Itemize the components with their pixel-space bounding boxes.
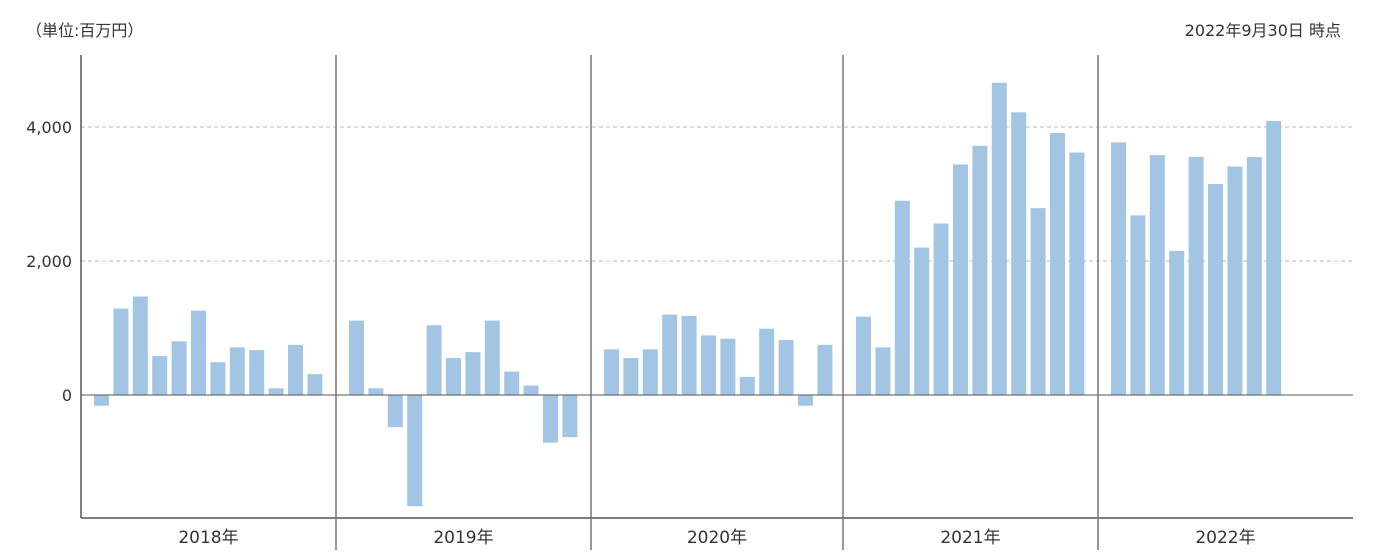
bar-2019年-8	[484, 320, 500, 395]
bar-2019年-4	[407, 395, 423, 507]
bar-2020年-11	[798, 395, 813, 406]
bar-2019年-10	[523, 385, 539, 395]
bar-2019年-6	[446, 358, 461, 395]
bar-2021年-9	[1011, 112, 1027, 396]
bar-2019年-11	[543, 395, 558, 443]
bar-2019年-2	[368, 388, 384, 395]
bar-2021年-3	[894, 200, 910, 395]
x-group-label-4: 2021年	[940, 528, 1000, 548]
x-group-label-1: 2018年	[178, 528, 238, 548]
bar-2022年-5	[1188, 157, 1204, 395]
bar-2022年-6	[1208, 183, 1223, 395]
bar-2020年-9	[759, 328, 775, 395]
bar-2018年-1	[94, 395, 109, 406]
bar-2018年-2	[113, 308, 129, 395]
bar-2022年-9	[1266, 121, 1282, 395]
bar-2021年-1	[856, 316, 871, 395]
bar-2020年-10	[778, 340, 794, 395]
bar-2021年-7	[972, 145, 988, 395]
bar-2018年-5	[171, 341, 187, 395]
bar-2019年-5	[426, 325, 442, 395]
bar-2018年-8	[229, 347, 245, 395]
x-group-label-3: 2020年	[687, 528, 747, 548]
bar-2021年-10	[1030, 208, 1046, 395]
bar-2018年-3	[132, 296, 148, 395]
bar-2021年-6	[953, 164, 968, 395]
bar-2019年-12	[562, 395, 578, 438]
bar-2020年-4	[662, 314, 678, 395]
bar-2019年-1	[349, 320, 364, 395]
bar-2018年-7	[210, 362, 226, 395]
bar-2018年-9	[249, 350, 265, 395]
bar-2021年-11	[1050, 133, 1065, 395]
x-group-label-2: 2019年	[433, 528, 493, 548]
bar-2021年-4	[914, 247, 930, 395]
bar-2022年-2	[1130, 215, 1146, 395]
bar-2019年-9	[504, 371, 520, 395]
bar-2020年-5	[681, 315, 697, 395]
bar-2018年-4	[152, 356, 168, 395]
bar-2018年-12	[307, 374, 323, 395]
bar-2022年-8	[1246, 157, 1262, 395]
bar-2018年-10	[268, 388, 284, 395]
bar-2020年-7	[720, 338, 736, 395]
bar-2022年-3	[1149, 155, 1165, 395]
bar-2020年-8	[739, 376, 755, 395]
x-group-label-5: 2022年	[1195, 528, 1255, 548]
bar-2019年-3	[387, 395, 403, 428]
bar-2021年-12	[1069, 152, 1085, 395]
bar-2019年-7	[465, 352, 481, 395]
bar-2021年-2	[875, 347, 891, 395]
as-of-date-label: 2022年9月30日 時点	[1184, 21, 1341, 40]
y-tick-label-0: 0	[62, 386, 72, 405]
y-tick-label-2000: 2,000	[26, 252, 72, 271]
bar-2022年-1	[1111, 142, 1126, 395]
bar-2022年-4	[1169, 250, 1185, 395]
bar-2018年-11	[288, 344, 303, 396]
bar-2020年-1	[604, 349, 619, 395]
bar-2020年-3	[642, 349, 658, 395]
bar-2021年-5	[933, 223, 949, 395]
bar-2018年-6	[191, 310, 206, 395]
bar-2020年-12	[817, 344, 833, 396]
bar-2021年-8	[991, 82, 1007, 396]
bar-2022年-7	[1227, 166, 1243, 395]
y-tick-label-4000: 4,000	[26, 118, 72, 137]
bar-2020年-2	[623, 358, 639, 395]
bar-2020年-6	[701, 335, 716, 395]
unit-label: （単位:百万円）	[26, 21, 144, 40]
